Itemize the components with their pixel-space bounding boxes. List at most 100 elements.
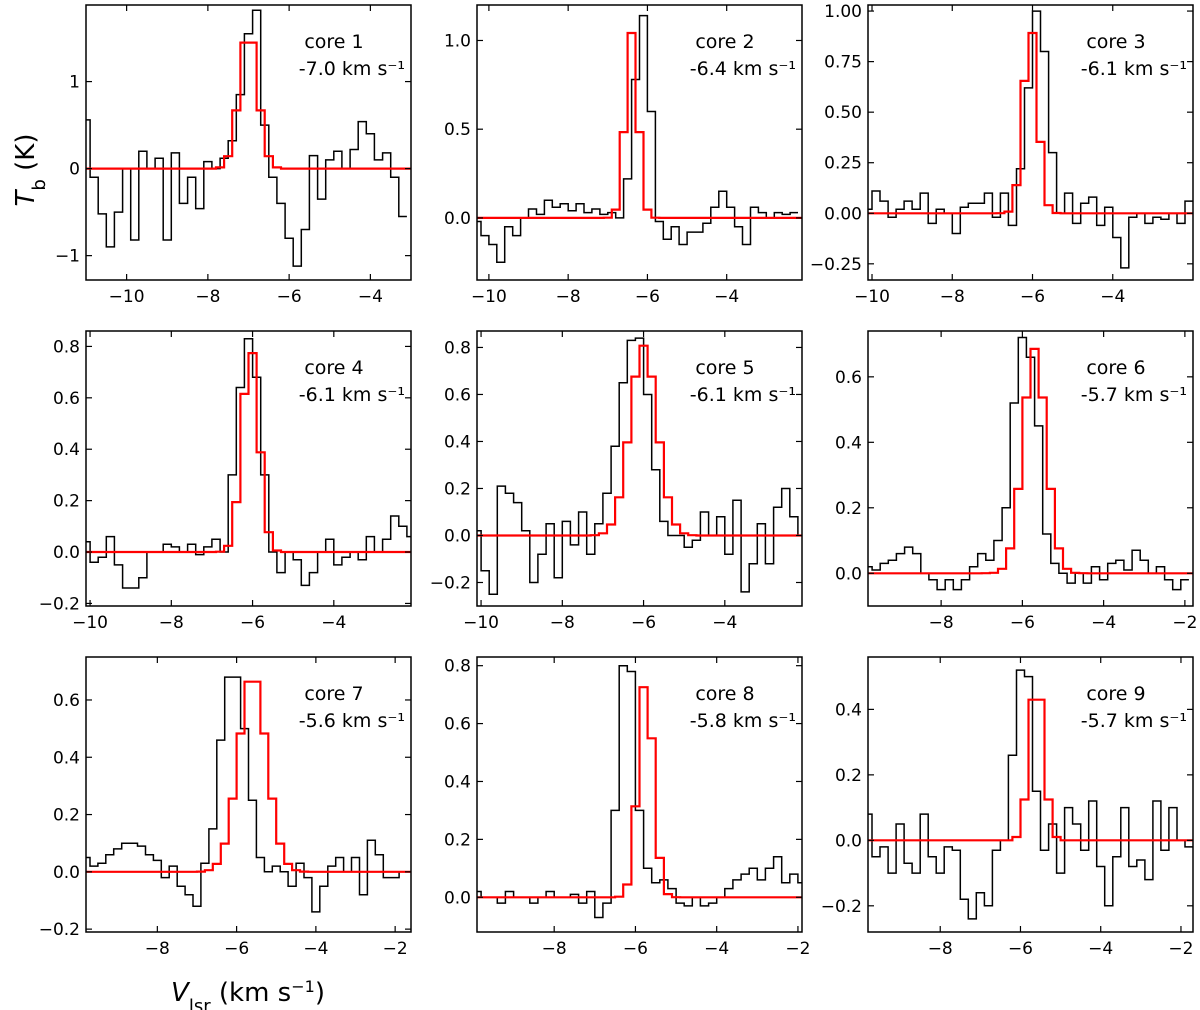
fit-spectrum-core-4 — [86, 352, 411, 554]
x-tick-label: −2 — [383, 939, 408, 959]
y-tick-label: 0.0 — [53, 863, 80, 883]
x-tick-label: −2 — [785, 939, 810, 959]
panel-core-8: −8 −6 −4 −2 0.0 0.2 0.4 0.6 0.8 core 8 -5.8 km s⁻¹ — [444, 656, 810, 959]
observed-spectrum-core-9 — [868, 669, 1193, 920]
fit-spectrum-core-1 — [86, 41, 411, 170]
x-tick-label: −4 — [1100, 287, 1125, 307]
core-name-label: core 8 — [695, 683, 754, 705]
x-tick-label: −10 — [471, 287, 507, 307]
y-tick-label: 0.00 — [824, 204, 862, 224]
axes-frame — [476, 330, 803, 607]
fit-spectrum-core-3 — [868, 31, 1193, 215]
y-tick-label: 0.75 — [824, 53, 862, 73]
core-name-label: core 4 — [304, 357, 363, 379]
x-tick-label: −2 — [1172, 613, 1197, 633]
core-velocity-label: -6.1 km s⁻¹ — [299, 384, 405, 406]
y-tick-label: 0.8 — [444, 338, 471, 358]
x-tick-label: −4 — [1088, 939, 1113, 959]
x-tick-label: −6 — [1020, 287, 1045, 307]
x-tick-label: −6 — [1008, 939, 1033, 959]
y-tick-label: 1 — [69, 73, 80, 93]
x-tick-label: −8 — [940, 287, 965, 307]
y-tick-label: 0.4 — [444, 772, 471, 792]
observed-spectrum-core-6 — [868, 336, 1189, 591]
x-tick-label: −4 — [714, 287, 739, 307]
y-tick-label: 0.2 — [835, 499, 862, 519]
x-tick-label: −4 — [321, 613, 346, 633]
fit-spectrum-core-2 — [477, 31, 802, 219]
y-tick-label: 0.8 — [444, 657, 471, 677]
core-name-label: core 7 — [304, 683, 363, 705]
y-tick-label: 0.4 — [835, 433, 862, 453]
x-tick-label: −8 — [159, 613, 184, 633]
y-tick-label: −0.2 — [39, 594, 80, 614]
y-tick-label: 0.0 — [444, 888, 471, 908]
core-name-label: core 2 — [695, 31, 754, 53]
y-tick-label: 0.5 — [444, 120, 471, 140]
y-tick-label: 0.4 — [835, 700, 862, 720]
panel-core-2: −10 −8 −6 −4 0.0 0.5 1.0 core 2 -6.4 km s⁻¹ — [444, 4, 803, 307]
y-tick-label: 0.50 — [824, 103, 862, 123]
y-tick-label: −0.2 — [821, 897, 862, 917]
y-tick-label: 0.6 — [53, 691, 80, 711]
x-tick-label: −4 — [303, 939, 328, 959]
x-tick-label: −8 — [145, 939, 170, 959]
x-tick-label: −6 — [1010, 613, 1035, 633]
x-tick-label: −8 — [556, 287, 581, 307]
panel-core-4: −10 −8 −6 −4 −0.2 0.0 0.2 0.4 0.6 0.8 core 4 -6.1 k… — [39, 330, 412, 633]
y-tick-label: 0.0 — [835, 564, 862, 584]
y-tick-label: −0.2 — [39, 920, 80, 940]
axes-frame — [476, 656, 803, 933]
y-tick-label: 0.6 — [444, 385, 471, 405]
x-tick-label: −2 — [1168, 939, 1193, 959]
core-name-label: core 6 — [1086, 357, 1145, 379]
y-tick-label: 0.2 — [444, 830, 471, 850]
core-name-label: core 5 — [695, 357, 754, 379]
y-tick-label: 0.6 — [835, 368, 862, 388]
y-tick-label: 0.0 — [53, 543, 80, 563]
core-velocity-label: -5.6 km s⁻¹ — [299, 710, 405, 732]
y-axis-label: Tb (K) — [11, 134, 50, 207]
x-tick-label: −10 — [854, 287, 890, 307]
y-tick-label: 0.2 — [444, 479, 471, 499]
panel-core-7: −8 −6 −4 −2 −0.2 0.0 0.2 0.4 0.6 core 7 -5.6 km s⁻… — [39, 656, 412, 959]
observed-spectrum-core-4 — [86, 337, 411, 589]
observed-spectrum-core-2 — [477, 14, 798, 264]
axes-frame — [85, 330, 412, 607]
core-name-label: core 3 — [1086, 31, 1145, 53]
panel-core-6: −8 −6 −4 −2 0.0 0.2 0.4 0.6 core 6 -5.7 km s⁻¹ — [835, 330, 1197, 633]
core-velocity-label: -5.7 km s⁻¹ — [1081, 710, 1187, 732]
y-tick-label: 1.0 — [444, 31, 471, 51]
y-tick-label: 0.2 — [53, 806, 80, 826]
y-tick-label: 1.00 — [824, 2, 862, 22]
panel-core-5: −10 −8 −6 −4 −0.2 0.0 0.2 0.4 0.6 0.8 core 5 -6.1 k… — [430, 330, 803, 633]
x-tick-label: −6 — [224, 939, 249, 959]
core-name-label: core 1 — [304, 31, 363, 53]
axes-frame — [476, 4, 803, 281]
x-tick-label: −8 — [542, 939, 567, 959]
y-tick-label: 0 — [69, 160, 80, 180]
y-tick-label: 0.6 — [53, 389, 80, 409]
x-tick-label: −6 — [623, 939, 648, 959]
fit-spectrum-core-6 — [868, 347, 1193, 575]
y-tick-label: −0.2 — [430, 573, 471, 593]
x-tick-label: −8 — [195, 287, 220, 307]
y-tick-label: 0.2 — [53, 492, 80, 512]
x-tick-label: −6 — [631, 613, 656, 633]
fit-spectrum-core-8 — [477, 686, 802, 899]
axes-frame — [85, 4, 412, 281]
x-tick-label: −10 — [109, 287, 145, 307]
y-tick-label: 0.4 — [53, 440, 80, 460]
axes-frame — [85, 656, 412, 933]
x-tick-label: −10 — [463, 613, 499, 633]
observed-spectrum-core-5 — [477, 337, 802, 595]
fit-spectrum-core-5 — [477, 344, 802, 537]
x-tick-label: −6 — [635, 287, 660, 307]
x-tick-label: −4 — [358, 287, 383, 307]
y-tick-label: 0.4 — [53, 748, 80, 768]
core-velocity-label: -6.4 km s⁻¹ — [690, 58, 796, 80]
x-tick-label: −8 — [928, 939, 953, 959]
panel-core-3: −10 −8 −6 −4 −0.25 0.00 0.25 0.50 0.75 1.00 core 3… — [810, 2, 1194, 307]
